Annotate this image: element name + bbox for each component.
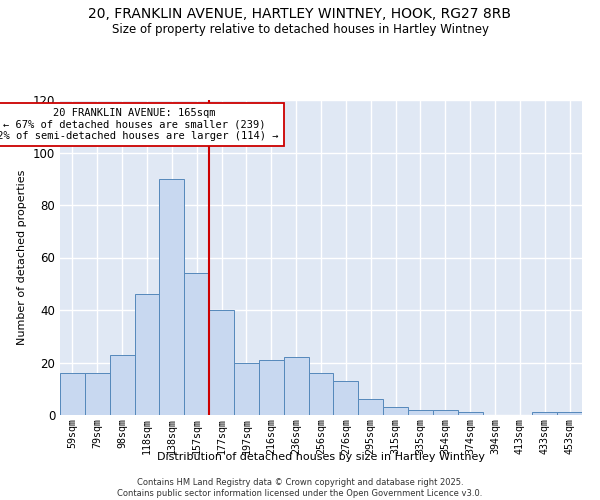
Bar (284, 357, 308, 415)
Bar (234, 362, 259, 415)
Text: 20, FRANKLIN AVENUE, HARTLEY WINTNEY, HOOK, RG27 8RB: 20, FRANKLIN AVENUE, HARTLEY WINTNEY, HO… (89, 8, 511, 22)
Bar (184, 273, 209, 415)
Text: 20 FRANKLIN AVENUE: 165sqm
← 67% of detached houses are smaller (239)
32% of sem: 20 FRANKLIN AVENUE: 165sqm ← 67% of deta… (0, 108, 278, 141)
Text: Size of property relative to detached houses in Hartley Wintney: Size of property relative to detached ho… (112, 22, 488, 36)
Bar (259, 360, 284, 415)
Bar (458, 412, 482, 415)
Text: Contains HM Land Registry data © Crown copyright and database right 2025.
Contai: Contains HM Land Registry data © Crown c… (118, 478, 482, 498)
Bar (110, 354, 134, 415)
Bar (532, 412, 557, 415)
Bar (85, 373, 110, 415)
Bar (557, 412, 582, 415)
Bar (358, 399, 383, 415)
Bar (334, 381, 358, 415)
Bar (209, 310, 234, 415)
Text: Distribution of detached houses by size in Hartley Wintney: Distribution of detached houses by size … (157, 452, 485, 462)
Bar (308, 373, 334, 415)
Y-axis label: Number of detached properties: Number of detached properties (17, 170, 27, 345)
Bar (433, 410, 458, 415)
Bar (134, 294, 160, 415)
Bar (160, 179, 184, 415)
Bar (383, 407, 408, 415)
Bar (408, 410, 433, 415)
Bar (60, 373, 85, 415)
